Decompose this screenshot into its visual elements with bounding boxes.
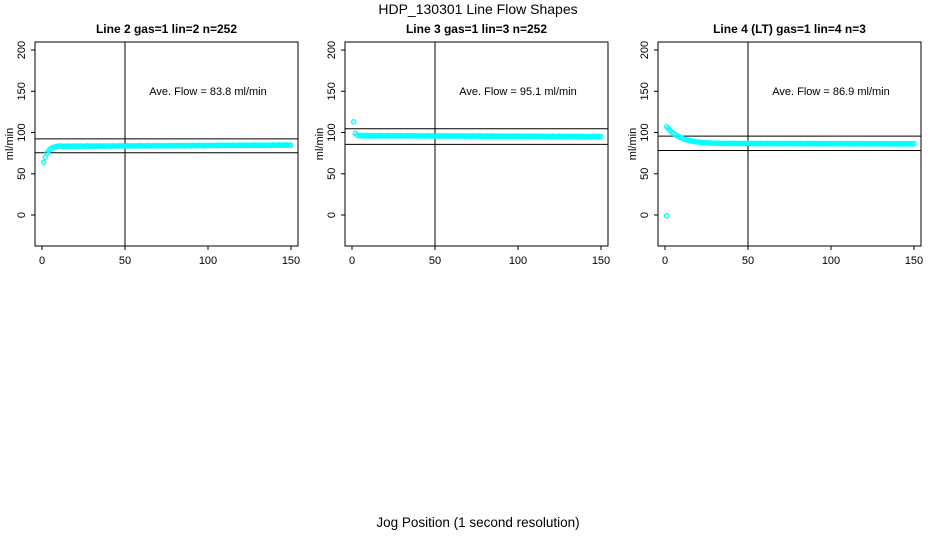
- y-axis-unit-label-1: ml/min: [4, 128, 16, 160]
- y-tick-label: 200: [16, 41, 28, 59]
- y-tick-label: 150: [326, 82, 338, 100]
- y-tick-label: 150: [639, 82, 651, 100]
- y-tick-label: 100: [16, 123, 28, 141]
- y-tick-label: 200: [326, 41, 338, 59]
- plot-box: [34, 41, 299, 247]
- y-tick-label: 100: [326, 123, 338, 141]
- x-tick-label: 50: [429, 255, 441, 267]
- x-tick-label: 0: [349, 255, 355, 267]
- y-tick-label: 50: [639, 168, 651, 180]
- data-point-outlier: [663, 213, 670, 219]
- panel-title-line4: Line 4 (LT) gas=1 lin=4 n=3: [713, 22, 866, 36]
- y-tick-label: 200: [639, 41, 651, 59]
- y-axis-unit-label-3: ml/min: [627, 128, 639, 160]
- x-tick-label: 150: [592, 255, 610, 267]
- y-tick-label: 0: [326, 212, 338, 218]
- y-tick-label: 50: [326, 168, 338, 180]
- ave-flow-annotation-line2: Ave. Flow = 83.8 ml/min: [149, 86, 266, 98]
- data-point: [598, 134, 604, 140]
- x-tick-label: 50: [742, 255, 754, 267]
- ave-flow-annotation-line3: Ave. Flow = 95.1 ml/min: [459, 86, 576, 98]
- ave-flow-annotation-line4: Ave. Flow = 86.9 ml/min: [772, 86, 889, 98]
- y-tick-label: 50: [16, 168, 28, 180]
- x-tick-label: 100: [822, 255, 840, 267]
- panel-title-line2: Line 2 gas=1 lin=2 n=252: [96, 22, 237, 36]
- plot-box: [657, 41, 922, 247]
- y-tick-label: 0: [639, 212, 651, 218]
- generated-plot-elements: 0 50 100 150 0 50 100 150 200 0 50 100 150 0 50 100 150 2…: [16, 41, 923, 267]
- x-tick-label: 100: [199, 255, 217, 267]
- page-title: HDP_130301 Line Flow Shapes: [378, 1, 577, 17]
- x-tick-label: 150: [282, 255, 300, 267]
- data-point: [288, 142, 294, 149]
- x-tick-label: 50: [119, 255, 131, 267]
- panel-title-line3: Line 3 gas=1 lin=3 n=252: [406, 22, 547, 36]
- data-point: [40, 159, 47, 165]
- data-point: [350, 119, 357, 125]
- x-axis-label: Jog Position (1 second resolution): [376, 515, 579, 530]
- y-tick-label: 150: [16, 82, 28, 100]
- y-tick-label: 100: [639, 123, 651, 141]
- x-tick-label: 150: [905, 255, 923, 267]
- data-point: [911, 140, 917, 147]
- x-tick-label: 0: [662, 255, 668, 267]
- x-tick-label: 100: [509, 255, 527, 267]
- y-tick-label: 0: [16, 212, 28, 218]
- y-axis-unit-label-2: ml/min: [314, 128, 326, 160]
- x-tick-label: 0: [39, 255, 45, 267]
